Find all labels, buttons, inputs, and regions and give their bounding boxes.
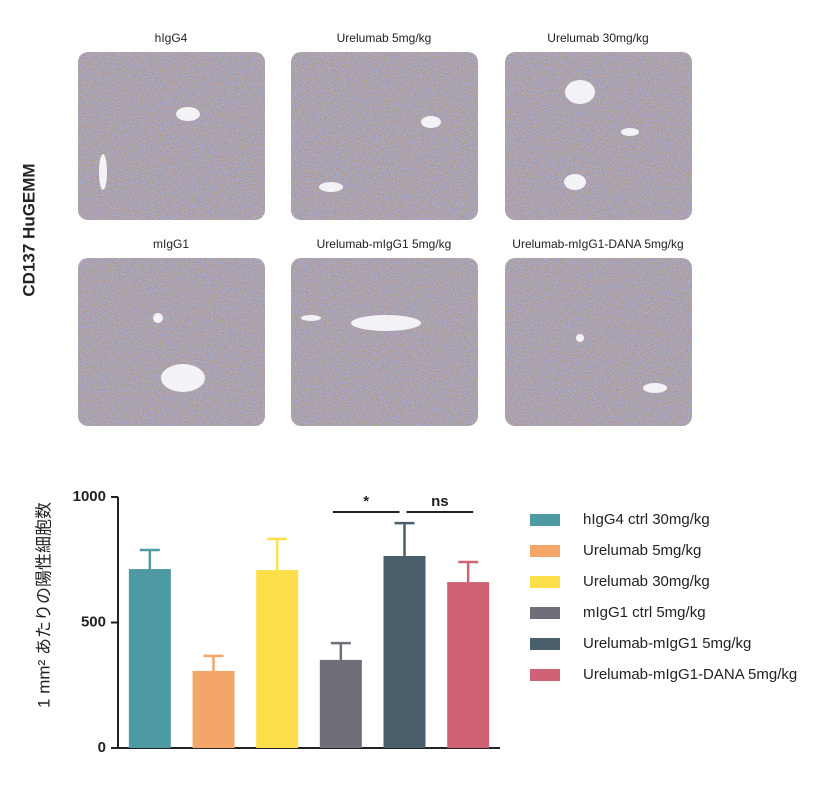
vessel — [153, 313, 163, 323]
bar — [319, 659, 362, 748]
vessel — [565, 80, 595, 104]
tissue-image — [505, 52, 692, 220]
panel-title: Urelumab-mIgG1-DANA 5mg/kg — [512, 237, 683, 251]
tissue-image — [78, 52, 265, 220]
legend-label: Urelumab 5mg/kg — [583, 542, 701, 559]
legend-label: Urelumab-mIgG1-DANA 5mg/kg — [583, 666, 797, 683]
panel-title: mIgG1 — [153, 237, 189, 251]
tissue — [78, 52, 265, 220]
panel-title: Urelumab 30mg/kg — [547, 31, 648, 45]
vessel — [564, 174, 586, 190]
legend-label: Urelumab 30mg/kg — [583, 573, 710, 590]
legend-swatch — [530, 607, 560, 619]
vessel — [301, 315, 321, 321]
tissue — [291, 52, 478, 220]
vessel — [161, 364, 205, 392]
legend-swatch — [530, 545, 560, 557]
vessel — [351, 315, 421, 331]
vessel — [643, 383, 667, 393]
vessel — [176, 107, 200, 121]
bar — [447, 582, 490, 748]
bar — [256, 570, 299, 748]
y-tick-label: 0 — [98, 739, 106, 756]
significance-label: * — [363, 493, 369, 510]
vessel — [621, 128, 639, 136]
legend-swatch — [530, 576, 560, 588]
tissue-image — [291, 258, 478, 426]
panel-title: Urelumab-mIgG1 5mg/kg — [317, 237, 452, 251]
tissue — [505, 52, 692, 220]
bar — [128, 569, 171, 748]
legend-swatch — [530, 514, 560, 526]
row-label: CD137 HuGEMM — [19, 163, 38, 296]
y-axis-label: 1 mm² あたりの陽性細胞数 — [34, 502, 53, 708]
vessel — [421, 116, 441, 128]
legend-label: Urelumab-mIgG1 5mg/kg — [583, 635, 751, 652]
legend-swatch — [530, 638, 560, 650]
bar — [383, 555, 426, 748]
y-tick-label: 1000 — [73, 488, 106, 505]
bar — [192, 670, 235, 748]
significance-label: ns — [431, 493, 449, 510]
y-tick-label: 500 — [81, 613, 106, 630]
panel-title: Urelumab 5mg/kg — [337, 31, 432, 45]
tissue-image — [505, 258, 692, 426]
vessel — [576, 334, 584, 342]
legend-label: mIgG1 ctrl 5mg/kg — [583, 604, 706, 621]
tissue — [291, 258, 478, 426]
tissue-image — [78, 258, 265, 426]
legend-swatch — [530, 669, 560, 681]
tissue — [505, 258, 692, 426]
vessel — [319, 182, 343, 192]
vessel — [99, 154, 107, 190]
legend-label: hIgG4 ctrl 30mg/kg — [583, 511, 710, 528]
tissue — [78, 258, 265, 426]
panel-title: hIgG4 — [155, 31, 188, 45]
tissue-image — [291, 52, 478, 220]
